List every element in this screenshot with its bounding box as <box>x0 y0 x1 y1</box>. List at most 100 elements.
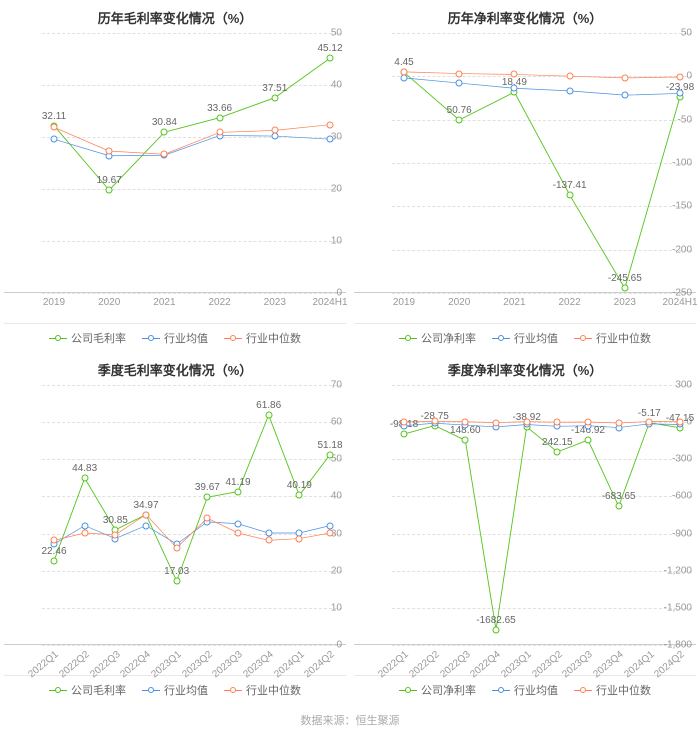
legend-label: 公司毛利率 <box>71 330 126 346</box>
legend-item: 公司净利率 <box>399 682 476 698</box>
legend-swatch <box>49 333 67 343</box>
x-axis: 201920202021202220232024H1 <box>392 293 692 321</box>
legend-item: 公司毛利率 <box>49 682 126 698</box>
series-line <box>54 136 330 156</box>
x-tick-label: 2019 <box>43 297 65 308</box>
series-marker <box>265 412 272 419</box>
plot-area: -250-200-150-100-500504.4550.7618.49-137… <box>354 33 696 293</box>
chart-title: 季度净利率变化情况（%） <box>354 360 696 379</box>
series-marker <box>327 136 334 143</box>
series-marker <box>566 87 573 94</box>
x-tick-label: 2022 <box>558 297 580 308</box>
series-line <box>404 423 680 630</box>
legend-label: 行业中位数 <box>246 682 301 698</box>
series-marker <box>327 530 334 537</box>
series-marker <box>462 418 469 425</box>
x-axis: 2022Q12022Q22022Q32022Q42023Q12023Q22023… <box>392 645 692 673</box>
series-marker <box>401 431 408 438</box>
series-marker <box>173 544 180 551</box>
series-marker <box>204 494 211 501</box>
series-marker <box>523 418 530 425</box>
legend-item: 行业均值 <box>492 682 558 698</box>
x-tick-label: 2023 <box>264 297 286 308</box>
series-marker <box>81 475 88 482</box>
legend-swatch <box>492 685 510 695</box>
series-marker <box>493 419 500 426</box>
legend-label: 公司净利率 <box>421 330 476 346</box>
legend-swatch <box>142 685 160 695</box>
legend-item: 行业均值 <box>142 682 208 698</box>
series-marker <box>621 74 628 81</box>
series-marker <box>554 448 561 455</box>
legend-swatch <box>49 685 67 695</box>
series-line <box>404 423 680 427</box>
chart-svg <box>42 385 342 644</box>
chart-quarterly-gross-margin: 季度毛利率变化情况（%） 01020304050607022.4644.8330.… <box>0 352 350 704</box>
chart-title: 历年净利率变化情况（%） <box>354 8 696 27</box>
series-marker <box>216 114 223 121</box>
series-marker <box>235 520 242 527</box>
x-tick-label: 2023 <box>614 297 636 308</box>
x-tick-label: 2020 <box>98 297 120 308</box>
series-line <box>404 72 680 288</box>
plot-area: -1,800-1,500-1,200-900-600-3000300-98.18… <box>354 385 696 645</box>
series-marker <box>585 419 592 426</box>
plot-area: 01020304050607022.4644.8330.8534.9717.03… <box>4 385 346 645</box>
series-marker <box>677 418 684 425</box>
series-line <box>54 415 330 581</box>
legend-swatch <box>224 333 242 343</box>
series-marker <box>615 503 622 510</box>
series-marker <box>511 71 518 78</box>
legend-label: 行业中位数 <box>596 330 651 346</box>
series-marker <box>566 191 573 198</box>
legend-label: 公司净利率 <box>421 682 476 698</box>
series-marker <box>327 522 334 529</box>
legend-label: 行业均值 <box>514 682 558 698</box>
legend: 公司毛利率行业均值行业中位数 <box>4 323 346 346</box>
legend-label: 行业均值 <box>164 682 208 698</box>
x-tick-label: 2022 <box>208 297 230 308</box>
series-line <box>404 72 680 78</box>
series-marker <box>456 116 463 123</box>
data-source-text: 数据来源：恒生聚源 <box>0 704 700 736</box>
series-marker <box>327 55 334 62</box>
legend: 公司净利率行业均值行业中位数 <box>354 675 696 698</box>
series-line <box>54 515 330 548</box>
series-marker <box>296 535 303 542</box>
series-line <box>54 125 330 155</box>
series-line <box>54 58 330 190</box>
legend-swatch <box>574 685 592 695</box>
legend-swatch <box>399 333 417 343</box>
legend: 公司净利率 行业均值 行业中位数 <box>354 323 696 346</box>
plot-inner: 22.4644.8330.8534.9717.0339.6741.1961.86… <box>42 385 342 644</box>
legend-swatch <box>399 685 417 695</box>
series-marker <box>401 419 408 426</box>
series-marker <box>106 187 113 194</box>
chart-title: 历年毛利率变化情况（%） <box>4 8 346 27</box>
series-marker <box>431 418 438 425</box>
x-tick-label: 2020 <box>448 297 470 308</box>
series-marker <box>296 492 303 499</box>
legend-swatch <box>142 333 160 343</box>
legend-label: 行业均值 <box>514 330 558 346</box>
series-marker <box>566 73 573 80</box>
x-tick-label: 2021 <box>153 297 175 308</box>
series-marker <box>265 530 272 537</box>
chart-grid: 历年毛利率变化情况（%） 0102030405032.1119.6730.8433… <box>0 0 700 704</box>
series-marker <box>173 577 180 584</box>
series-marker <box>677 90 684 97</box>
series-marker <box>271 94 278 101</box>
series-marker <box>511 85 518 92</box>
x-tick-label: 2019 <box>393 297 415 308</box>
series-marker <box>216 129 223 136</box>
legend-swatch <box>224 685 242 695</box>
legend: 公司毛利率 行业均值 行业中位数 <box>4 675 346 698</box>
series-marker <box>112 531 119 538</box>
legend-item: 行业中位数 <box>224 682 301 698</box>
legend-swatch <box>492 333 510 343</box>
chart-title: 季度毛利率变化情况（%） <box>4 360 346 379</box>
series-marker <box>615 419 622 426</box>
series-marker <box>106 148 113 155</box>
plot-area: 0102030405032.1119.6730.8433.6637.5145.1… <box>4 33 346 293</box>
legend-item: 公司净利率 <box>399 330 476 346</box>
